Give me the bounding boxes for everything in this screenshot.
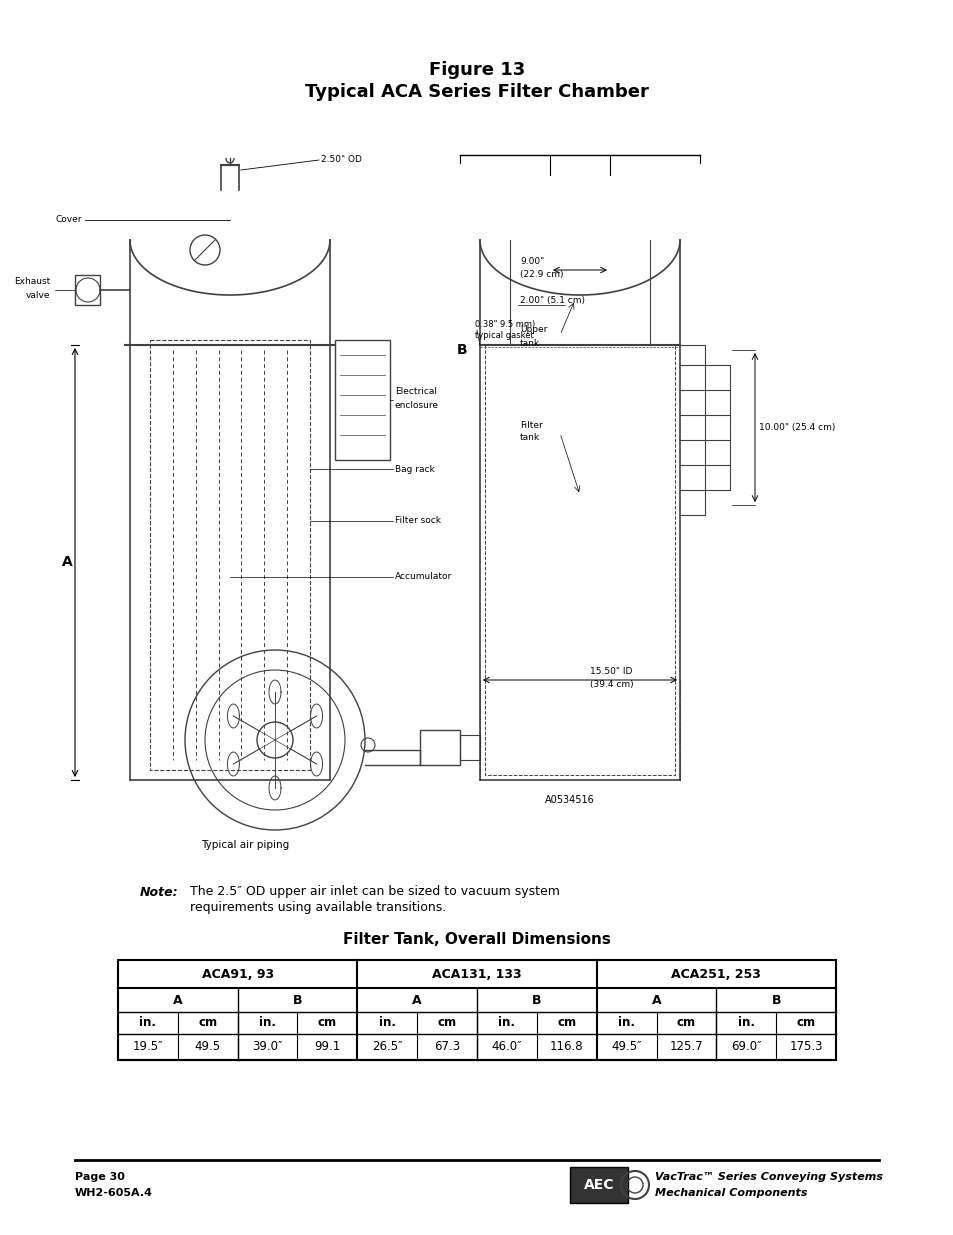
Bar [569,1167,627,1203]
Text: VacTrac™ Series Conveying Systems: VacTrac™ Series Conveying Systems [655,1172,882,1182]
Text: 49.5″: 49.5″ [611,1041,641,1053]
Text: Filter sock: Filter sock [395,516,440,525]
Text: ACA131, 133: ACA131, 133 [432,967,521,981]
Text: cm: cm [557,1016,576,1030]
Bar [118,960,835,1060]
Text: 49.5: 49.5 [194,1041,220,1053]
Text: cm: cm [437,1016,456,1030]
Text: A: A [651,993,660,1007]
Bar [335,340,390,459]
Text: 19.5″: 19.5″ [132,1041,163,1053]
Text: 2.00" (5.1 cm): 2.00" (5.1 cm) [519,296,584,305]
Text: typical gasket: typical gasket [475,331,533,341]
Text: tank: tank [519,338,539,347]
Text: ACA251, 253: ACA251, 253 [671,967,760,981]
Text: in.: in. [259,1016,275,1030]
Text: Exhaust: Exhaust [13,278,50,287]
Text: A0534516: A0534516 [544,795,595,805]
Text: Page 30: Page 30 [75,1172,125,1182]
Text: 67.3: 67.3 [434,1041,459,1053]
Text: 39.0″: 39.0″ [253,1041,282,1053]
Text: Electrical: Electrical [395,388,436,396]
Text: 0.38" 9.5 mm): 0.38" 9.5 mm) [475,321,535,330]
Bar [419,730,459,764]
Text: enclosure: enclosure [395,400,438,410]
Text: requirements using available transitions.: requirements using available transitions… [190,902,446,914]
Text: cm: cm [198,1016,217,1030]
Text: 69.0″: 69.0″ [730,1041,760,1053]
Text: in.: in. [497,1016,515,1030]
Text: (39.4 cm): (39.4 cm) [589,680,633,689]
Text: 175.3: 175.3 [788,1041,822,1053]
Text: 99.1: 99.1 [314,1041,340,1053]
Text: WH2-605A.4: WH2-605A.4 [75,1188,152,1198]
Text: Typical ACA Series Filter Chamber: Typical ACA Series Filter Chamber [305,83,648,101]
Text: B: B [532,993,541,1007]
Text: Cover: Cover [55,215,82,225]
Text: 15.50" ID: 15.50" ID [589,667,632,677]
Text: AEC: AEC [583,1178,614,1192]
Text: in.: in. [618,1016,635,1030]
Text: 2.50" OD: 2.50" OD [320,154,361,163]
Bar [459,735,479,760]
Text: Note:: Note: [140,885,178,899]
Text: in.: in. [737,1016,754,1030]
Text: A: A [62,556,72,569]
Text: B: B [293,993,302,1007]
Text: Filter Tank, Overall Dimensions: Filter Tank, Overall Dimensions [343,932,610,947]
Text: Filter: Filter [519,420,542,430]
Text: Figure 13: Figure 13 [429,61,524,79]
Text: Upper: Upper [519,326,547,335]
Text: Bag rack: Bag rack [395,464,435,473]
Text: 26.5″: 26.5″ [372,1041,402,1053]
Text: B: B [771,993,781,1007]
Text: 10.00" (25.4 cm): 10.00" (25.4 cm) [759,424,835,432]
Text: The 2.5″ OD upper air inlet can be sized to vacuum system: The 2.5″ OD upper air inlet can be sized… [190,885,559,899]
Bar [484,345,675,776]
Text: in.: in. [139,1016,156,1030]
Text: 46.0″: 46.0″ [491,1041,521,1053]
Text: 9.00": 9.00" [519,258,543,267]
Bar [150,340,310,769]
Text: tank: tank [519,433,539,442]
Text: Typical air piping: Typical air piping [201,840,289,850]
Text: cm: cm [317,1016,336,1030]
Text: in.: in. [378,1016,395,1030]
Text: Accumulator: Accumulator [395,572,452,580]
Text: 116.8: 116.8 [549,1041,583,1053]
Text: A: A [412,993,421,1007]
Text: cm: cm [676,1016,696,1030]
Text: cm: cm [796,1016,815,1030]
Text: Mechanical Components: Mechanical Components [655,1188,806,1198]
Text: B: B [456,343,467,357]
Text: valve: valve [26,290,50,300]
Text: 125.7: 125.7 [669,1041,702,1053]
Text: A: A [172,993,182,1007]
Bar [75,275,100,305]
Text: (22.9 cm): (22.9 cm) [519,269,563,279]
Text: ACA91, 93: ACA91, 93 [201,967,274,981]
